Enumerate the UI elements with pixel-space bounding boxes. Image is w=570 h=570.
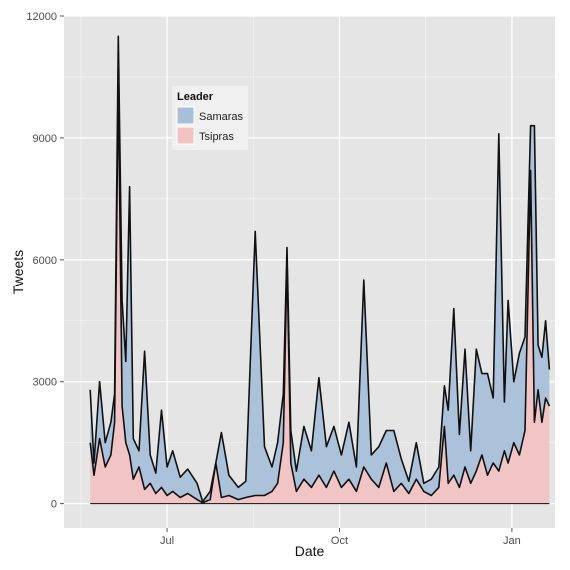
series-line-samaras xyxy=(89,35,551,503)
legend-label-tsipras: Tsipras xyxy=(199,131,234,143)
y-tick-label: 6000 xyxy=(33,255,57,267)
x-tick-label: Jul xyxy=(160,535,174,547)
y-tick-label: 0 xyxy=(51,499,57,511)
legend-key-samaras xyxy=(176,106,195,125)
y-tick-label: 12000 xyxy=(26,11,57,23)
x-tick-label: Oct xyxy=(331,535,348,547)
series-area-samaras xyxy=(90,36,550,503)
y-tick-label: 9000 xyxy=(33,133,57,145)
series-line-tsipras xyxy=(89,76,551,504)
series-area-tsipras xyxy=(90,77,550,504)
x-axis-title: Date xyxy=(295,543,325,559)
y-axis-title: Tweets xyxy=(10,250,26,294)
legend-label-samaras: Samaras xyxy=(199,111,244,123)
legend-key-tsipras xyxy=(176,126,195,145)
y-tick-label: 3000 xyxy=(33,377,57,389)
x-tick-label: Jan xyxy=(503,535,521,547)
legend-title: Leader xyxy=(177,91,214,103)
legend: Leader Samaras Tsipras xyxy=(172,86,248,150)
